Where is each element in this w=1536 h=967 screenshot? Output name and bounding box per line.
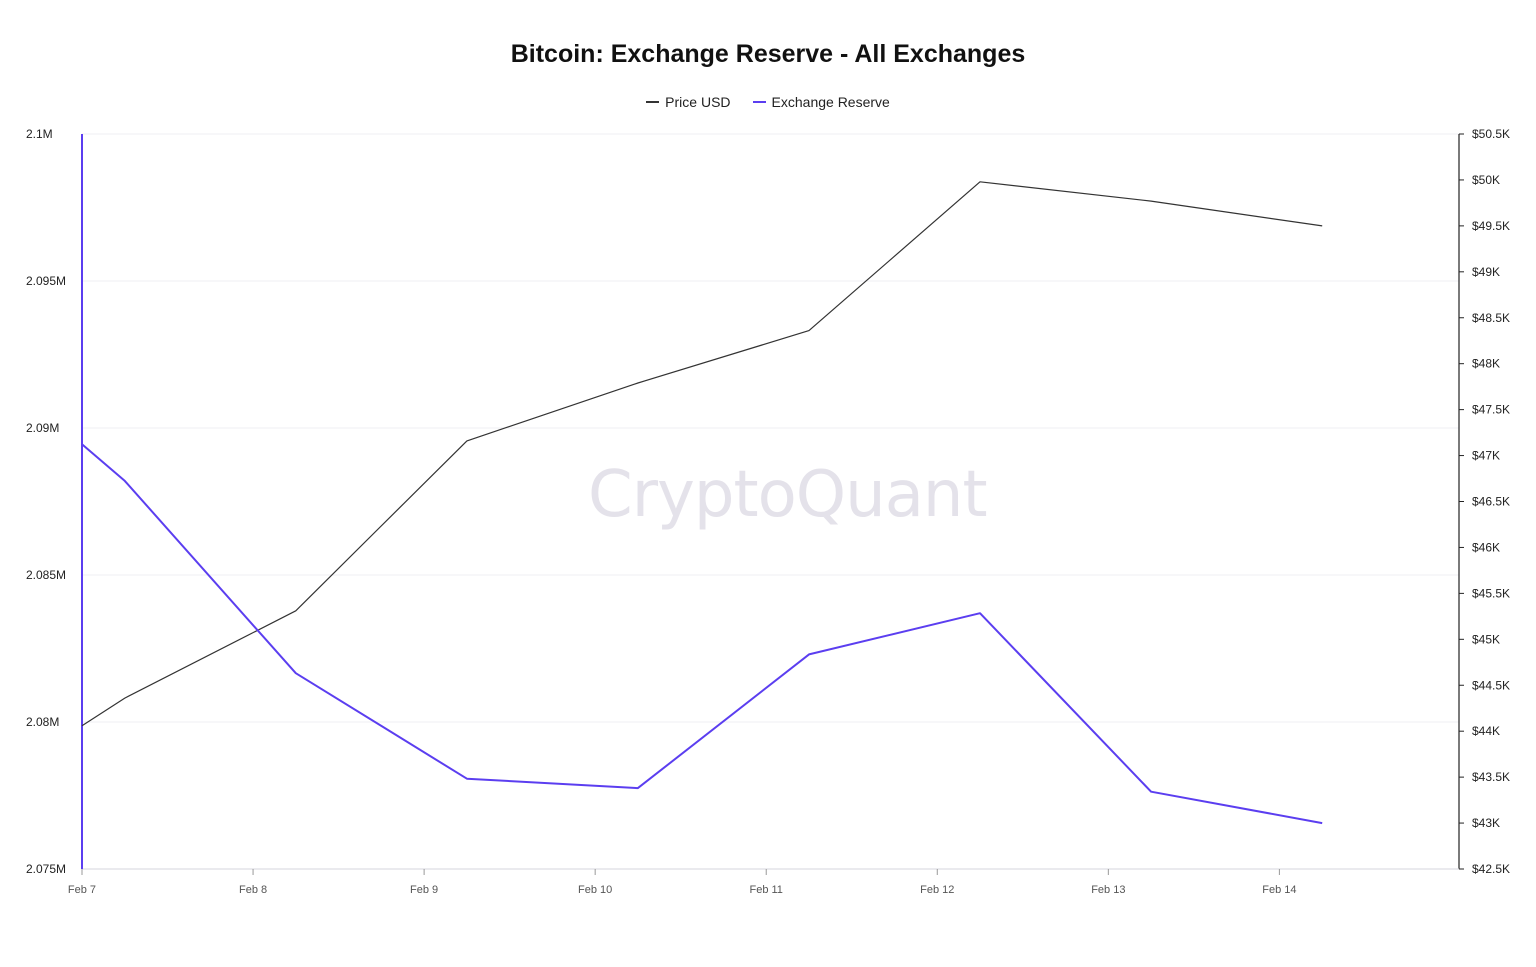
y-right-tick-label: $49.5K [1472, 219, 1510, 233]
x-tick-label: Feb 9 [410, 884, 438, 896]
y-right-tick-label: $46.5K [1472, 495, 1510, 509]
legend: Price USD Exchange Reserve [0, 94, 1536, 110]
series-line-price-usd [81, 181, 1323, 727]
x-tick-label: Feb 14 [1262, 884, 1296, 896]
chart-title: Bitcoin: Exchange Reserve - All Exchange… [510, 40, 1026, 68]
y-right-tick-label: $49K [1472, 265, 1500, 279]
legend-swatch-price [646, 101, 660, 103]
y-right-tick-label: $50K [1472, 173, 1500, 187]
y-right-tick-label: $45K [1472, 632, 1500, 646]
y-right-tick-label: $43.5K [1472, 770, 1510, 784]
y-right-tick-label: $48.5K [1472, 311, 1510, 325]
y-right-tick-label: $45.5K [1472, 586, 1510, 600]
legend-label-price: Price USD [665, 94, 731, 110]
y-left-tick-label: 2.075M [26, 862, 66, 876]
y-right-tick-label: $47K [1472, 449, 1500, 463]
legend-item-reserve[interactable]: Exchange Reserve [752, 94, 890, 110]
y-right-tick-label: $43K [1472, 816, 1500, 830]
legend-item-price[interactable]: Price USD [646, 94, 731, 110]
series-line-exchange-reserve [81, 443, 1323, 825]
y-left-tick-label: 2.095M [26, 274, 66, 288]
y-left-tick-label: 2.08M [26, 715, 59, 729]
x-tick-label: Feb 11 [750, 884, 783, 896]
y-left-tick-label: 2.1M [26, 127, 53, 141]
x-tick-label: Feb 13 [1091, 884, 1125, 896]
y-right-tick-label: $42.5K [1472, 862, 1510, 876]
x-tick-label: Feb 7 [68, 884, 96, 896]
y-left-tick-label: 2.09M [26, 421, 59, 435]
legend-label-reserve: Exchange Reserve [771, 94, 890, 110]
y-right-tick-label: $44K [1472, 724, 1500, 738]
y-right-tick-label: $50.5K [1472, 127, 1510, 141]
y-right-tick-label: $46K [1472, 540, 1500, 554]
y-right-tick-label: $48K [1472, 357, 1500, 371]
watermark: CryptoQuant [588, 458, 988, 532]
x-tick-label: Feb 8 [239, 884, 267, 896]
x-tick-label: Feb 12 [920, 884, 954, 896]
y-right-tick-label: $44.5K [1472, 678, 1510, 692]
y-left-tick-label: 2.085M [26, 568, 66, 582]
y-right-tick-label: $47.5K [1472, 403, 1510, 417]
x-tick-label: Feb 10 [578, 884, 612, 896]
legend-swatch-reserve [752, 101, 766, 103]
